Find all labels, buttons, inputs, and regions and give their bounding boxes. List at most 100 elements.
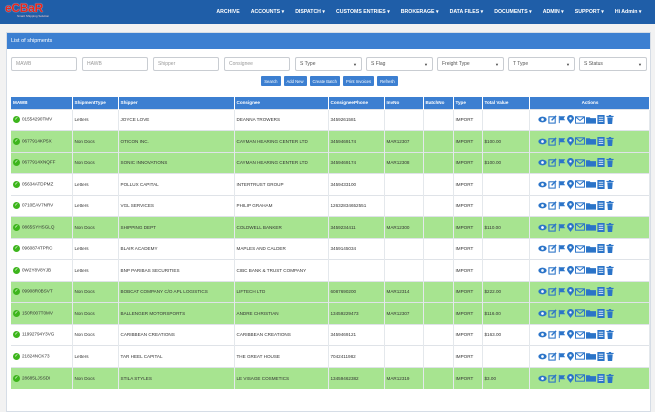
col-header-total-value[interactable]: Total Value [482,97,530,109]
check-circle-icon[interactable]: ✓ [13,116,20,124]
mail-icon[interactable] [574,288,585,296]
folder-icon[interactable] [585,331,596,339]
create-batch-button[interactable]: Create Batch [309,76,340,86]
ttype-select[interactable]: T Type ▼ [508,57,575,71]
location-pin-icon[interactable] [566,244,574,254]
location-pin-icon[interactable] [566,136,574,146]
delete-icon[interactable] [605,265,614,275]
check-circle-icon[interactable]: ✓ [13,180,20,188]
location-pin-icon[interactable] [566,222,574,232]
location-pin-icon[interactable] [566,373,574,383]
table-row[interactable]: ✓ 0W2Y8V8YJB Letters BNP PARIBAS SECURITIES… [11,259,650,281]
check-circle-icon[interactable]: ✓ [13,245,20,253]
list-icon[interactable] [596,222,605,232]
mail-icon[interactable] [574,309,585,317]
list-icon[interactable] [596,330,605,340]
delete-icon[interactable] [605,201,614,211]
folder-icon[interactable] [585,245,596,253]
view-icon[interactable] [537,201,547,210]
view-icon[interactable] [537,309,547,318]
check-circle-icon[interactable]: ✓ [13,202,20,210]
table-row[interactable]: ✓ 11992794Y3VG Non Docs CARIBBEAN CREATIONS… [11,323,650,346]
folder-icon[interactable] [585,159,596,167]
delete-icon[interactable] [605,222,614,232]
edit-icon[interactable] [547,158,557,167]
folder-icon[interactable] [585,266,596,274]
list-icon[interactable] [596,179,605,189]
mail-icon[interactable] [574,137,585,145]
table-row[interactable]: ✓ 0710EAV7NRV Letters VGL SERVICES PHILIP GR… [11,194,650,217]
view-icon[interactable] [537,374,547,383]
location-pin-icon[interactable] [566,201,574,211]
col-header-mawb[interactable]: MAWB [11,97,73,109]
delete-icon[interactable] [605,136,614,146]
edit-icon[interactable] [547,330,557,339]
check-circle-icon[interactable]: ✓ [13,288,20,296]
nav-customs-entries[interactable]: CUSTOMS ENTRIES ▾ [335,9,390,15]
edit-icon[interactable] [547,266,557,275]
list-icon[interactable] [596,373,605,383]
edit-icon[interactable] [547,201,557,210]
flag-icon[interactable] [558,330,566,339]
delete-icon[interactable] [605,179,614,189]
location-pin-icon[interactable] [566,179,574,189]
delete-icon[interactable] [605,158,614,168]
flag-icon[interactable] [558,374,566,383]
consignee-filter-input[interactable]: Consignee [224,57,290,71]
view-icon[interactable] [537,287,547,296]
flag-icon[interactable] [558,180,566,189]
list-icon[interactable] [596,244,605,254]
nav-admin[interactable]: ADMIN ▾ [542,9,564,15]
list-icon[interactable] [596,308,605,318]
table-row[interactable]: ✓ 150R007T0MV Non Docs BALLENGER MOTORSPORT… [11,302,650,324]
col-header-type[interactable]: Type [453,97,483,109]
print-invoices-button[interactable]: Print Invoices [342,76,375,86]
nav-archive[interactable]: ARCHIVE [216,9,240,15]
col-header-shipment-type[interactable]: ShipmentType [72,97,119,109]
view-icon[interactable] [537,180,547,189]
location-pin-icon[interactable] [566,330,574,340]
flag-icon[interactable] [558,309,566,318]
check-circle-icon[interactable]: ✓ [13,159,20,167]
table-row[interactable]: ✓ 0677914KP5X Non Docs OTICON INC. CAYMAN HE… [11,130,650,152]
mail-icon[interactable] [574,331,585,339]
list-icon[interactable] [596,115,605,125]
table-row[interactable]: ✓ 0677914XNQFF Non Docs SONIC INNOVATIONS CA… [11,151,650,174]
edit-icon[interactable] [547,223,557,232]
table-row[interactable]: ✓ 0865SYHSGLQ Non Docs SHIPPING DEPT COLDWEL… [11,216,650,238]
nav-dispatch[interactable]: DISPATCH ▾ [295,9,325,15]
list-icon[interactable] [596,201,605,211]
flag-icon[interactable] [558,244,566,253]
view-icon[interactable] [537,266,547,275]
mail-icon[interactable] [574,202,585,210]
delete-icon[interactable] [605,115,614,125]
flag-icon[interactable] [558,352,566,361]
mail-icon[interactable] [574,159,585,167]
check-circle-icon[interactable]: ✓ [13,266,20,274]
col-header-consignee[interactable]: Consignee [234,97,329,109]
check-circle-icon[interactable]: ✓ [13,223,20,231]
flag-icon[interactable] [558,115,566,124]
col-header-batch-no[interactable]: BatchNo [423,97,454,109]
delete-icon[interactable] [605,287,614,297]
nav-support[interactable]: SUPPORT ▾ [574,9,604,15]
check-circle-icon[interactable]: ✓ [13,137,20,145]
list-icon[interactable] [596,287,605,297]
nav-data-files[interactable]: DATA FILES ▾ [449,9,484,15]
flag-icon[interactable] [558,137,566,146]
table-row[interactable]: ✓ 09908R0BSVT Non Docs BOBCAT COMPANY C/O A… [11,280,650,303]
folder-icon[interactable] [585,288,596,296]
folder-icon[interactable] [585,374,596,382]
refresh-button[interactable]: Refresh [377,76,398,86]
table-row[interactable]: ✓ 28685LJSSDI Non Docs STILA STYLES LE VISAG… [11,366,650,389]
stype-select[interactable]: S Type ▼ [295,57,362,71]
view-icon[interactable] [537,223,547,232]
edit-icon[interactable] [547,244,557,253]
location-pin-icon[interactable] [566,265,574,275]
delete-icon[interactable] [605,308,614,318]
mail-icon[interactable] [574,116,585,124]
folder-icon[interactable] [585,223,596,231]
folder-icon[interactable] [585,309,596,317]
location-pin-icon[interactable] [566,351,574,361]
folder-icon[interactable] [585,180,596,188]
